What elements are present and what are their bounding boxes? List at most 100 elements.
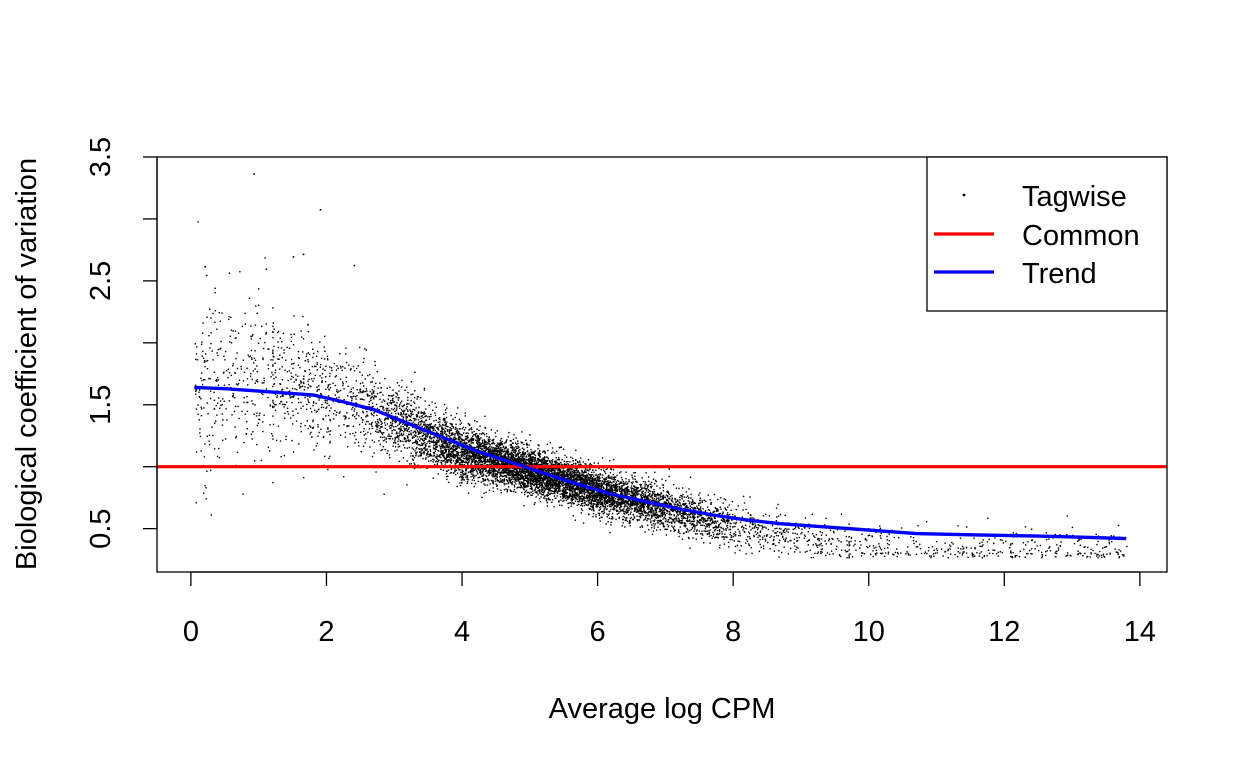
- tagwise-point: [724, 533, 726, 535]
- tagwise-point: [209, 377, 212, 380]
- tagwise-point: [642, 495, 644, 497]
- tagwise-point: [423, 423, 425, 425]
- tagwise-point: [1090, 548, 1092, 551]
- tagwise-point: [723, 543, 726, 545]
- tagwise-point: [621, 525, 623, 527]
- tagwise-point: [383, 432, 385, 434]
- tagwise-point: [707, 516, 710, 519]
- tagwise-point: [515, 437, 517, 439]
- tagwise-point: [360, 450, 362, 453]
- tagwise-point: [862, 552, 864, 554]
- tagwise-point: [622, 519, 624, 521]
- tagwise-point: [547, 478, 549, 480]
- tagwise-point: [501, 461, 503, 463]
- tagwise-point: [518, 457, 520, 459]
- tagwise-point: [353, 395, 355, 397]
- tagwise-point: [430, 440, 432, 442]
- tagwise-point: [474, 482, 477, 485]
- tagwise-point: [445, 451, 447, 454]
- tagwise-point: [447, 448, 449, 451]
- tagwise-point: [329, 387, 332, 389]
- tagwise-point: [496, 475, 498, 478]
- tagwise-point: [1012, 552, 1014, 554]
- tagwise-point: [576, 473, 578, 475]
- tagwise-point: [604, 500, 606, 502]
- tagwise-point: [643, 493, 645, 495]
- tagwise-point: [563, 460, 565, 462]
- tagwise-point: [251, 400, 253, 402]
- tagwise-point: [510, 447, 513, 449]
- tagwise-point: [219, 348, 221, 350]
- tagwise-point: [880, 553, 883, 555]
- tagwise-point: [215, 420, 217, 422]
- tagwise-point: [605, 472, 607, 475]
- tagwise-point: [387, 435, 389, 437]
- tagwise-point: [665, 479, 667, 482]
- tagwise-point: [323, 358, 326, 360]
- tagwise-point: [724, 499, 727, 501]
- tagwise-point: [272, 402, 275, 405]
- tagwise-point: [492, 490, 495, 493]
- tagwise-point: [244, 323, 246, 325]
- tagwise-point: [197, 404, 199, 406]
- tagwise-point: [641, 510, 644, 513]
- tagwise-point: [503, 451, 505, 453]
- tagwise-point: [651, 508, 653, 510]
- tagwise-point: [600, 492, 602, 494]
- tagwise-point: [557, 470, 559, 472]
- tagwise-point: [455, 460, 457, 462]
- tagwise-point: [610, 491, 612, 493]
- tagwise-point: [606, 482, 608, 485]
- tagwise-point: [681, 519, 684, 521]
- tagwise-point: [645, 489, 647, 491]
- tagwise-point: [290, 396, 292, 398]
- tagwise-point: [417, 455, 420, 457]
- tagwise-point: [353, 410, 355, 412]
- tagwise-point: [501, 456, 503, 458]
- tagwise-point: [656, 485, 658, 487]
- tagwise-point: [757, 527, 759, 529]
- tagwise-point: [445, 433, 447, 435]
- tagwise-point: [690, 516, 692, 518]
- tagwise-point: [982, 539, 984, 541]
- tagwise-point: [475, 439, 477, 441]
- tagwise-point: [585, 504, 587, 506]
- tagwise-point: [540, 493, 543, 495]
- tagwise-point: [549, 481, 552, 483]
- tagwise-point: [511, 467, 514, 470]
- tagwise-point: [641, 526, 644, 528]
- tagwise-point: [329, 372, 331, 375]
- tagwise-point: [837, 538, 839, 540]
- tagwise-point: [427, 441, 429, 443]
- tagwise-point: [272, 481, 274, 484]
- tagwise-point: [307, 358, 309, 361]
- tagwise-point: [434, 435, 436, 438]
- tagwise-point: [354, 416, 356, 418]
- tagwise-point: [1095, 533, 1097, 536]
- tagwise-point: [466, 482, 468, 484]
- tagwise-point: [354, 442, 356, 444]
- tagwise-point: [746, 540, 749, 542]
- tagwise-point: [722, 520, 724, 523]
- tagwise-point: [366, 395, 369, 397]
- tagwise-point: [987, 517, 989, 519]
- tagwise-point: [723, 498, 725, 500]
- tagwise-point: [552, 482, 554, 484]
- tagwise-point: [581, 476, 583, 478]
- tagwise-point: [285, 435, 287, 438]
- tagwise-point: [602, 474, 604, 476]
- tagwise-point: [438, 450, 440, 452]
- tagwise-point: [551, 490, 554, 492]
- tagwise-point: [588, 504, 590, 506]
- tagwise-point: [629, 525, 631, 527]
- tagwise-point: [668, 475, 670, 478]
- tagwise-point: [696, 533, 698, 535]
- tagwise-point: [846, 540, 848, 542]
- tagwise-point: [371, 402, 374, 404]
- tagwise-point: [212, 434, 214, 437]
- tagwise-point: [986, 555, 988, 557]
- tagwise-point: [596, 481, 598, 483]
- tagwise-point: [440, 459, 442, 462]
- tagwise-point: [523, 489, 525, 491]
- tagwise-point: [395, 392, 397, 394]
